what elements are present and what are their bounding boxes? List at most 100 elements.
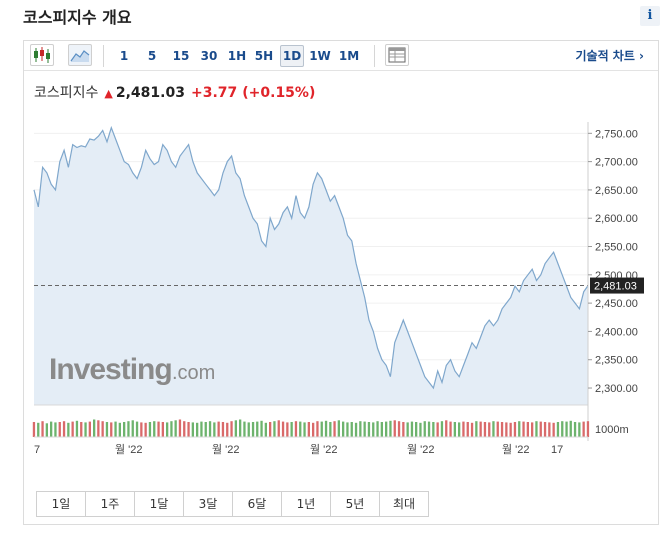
range-1y[interactable]: 1년 <box>281 491 331 517</box>
volume-bar <box>350 422 353 437</box>
volume-bar <box>153 421 156 437</box>
volume-bar <box>204 422 207 437</box>
volume-bar <box>354 422 358 437</box>
price-chart[interactable]: 2,300.002,350.002,400.002,450.002,500.00… <box>24 117 658 467</box>
table-view-icon[interactable] <box>385 44 409 66</box>
volume-bar <box>342 421 345 437</box>
volume-bar <box>101 421 104 437</box>
volume-bar <box>174 420 177 437</box>
volume-bar <box>58 422 61 437</box>
interval-1[interactable]: 1 <box>119 49 129 63</box>
volume-bar <box>578 422 581 437</box>
volume-bar <box>123 422 126 437</box>
volume-bar <box>148 422 152 437</box>
volume-bar <box>496 421 499 437</box>
current-price-label: 2,481.03 <box>594 281 637 293</box>
volume-bar <box>475 421 478 437</box>
range-5y[interactable]: 5년 <box>330 491 380 517</box>
volume-bar <box>50 421 53 437</box>
x-tick-label: 월 '22 <box>502 443 530 456</box>
interval-5h[interactable]: 5H <box>254 49 274 63</box>
volume-bar <box>41 421 44 437</box>
volume-bar <box>37 422 40 437</box>
volume-bar <box>329 422 332 437</box>
price-line <box>33 125 589 390</box>
investing-watermark: Investing <box>49 353 172 386</box>
volume-bar <box>359 421 362 437</box>
range-1w[interactable]: 1주 <box>85 491 135 517</box>
area-chart-icon[interactable] <box>68 44 92 66</box>
volume-bar <box>294 421 298 437</box>
volume-bar <box>131 420 134 437</box>
volume-bar <box>522 421 525 437</box>
volume-bar <box>256 421 259 437</box>
volume-bar <box>419 422 422 437</box>
volume-bar <box>552 422 555 437</box>
volume-bar <box>200 421 203 437</box>
interval-1d[interactable]: 1D <box>280 45 304 67</box>
volume-bar <box>75 420 79 438</box>
candlestick-chart-icon[interactable] <box>30 44 54 66</box>
technical-chart-link[interactable]: 기술적 차트 › <box>575 49 644 63</box>
volume-bar <box>221 422 225 437</box>
range-1d[interactable]: 1일 <box>36 491 86 517</box>
volume-bar <box>367 422 371 437</box>
up-arrow-icon: ▲ <box>104 87 113 100</box>
y-tick-label: 2,300.00 <box>595 383 638 395</box>
volume-bar <box>161 422 164 437</box>
y-tick-label: 2,550.00 <box>595 242 638 254</box>
volume-bar <box>372 422 375 437</box>
volume-bar <box>543 422 547 437</box>
volume-axis-label: 1000m <box>595 424 629 436</box>
quote-line: 코스피지수 ▲ 2,481.03 +3.77 (+0.15%) <box>34 83 315 103</box>
volume-bar <box>561 421 564 437</box>
interval-1h[interactable]: 1H <box>227 49 247 63</box>
volume-bar <box>565 421 568 437</box>
volume-bar <box>445 420 448 437</box>
interval-1m[interactable]: 1M <box>338 49 360 63</box>
volume-bar <box>427 421 431 437</box>
volume-bar <box>226 422 229 437</box>
volume-bar <box>178 419 182 437</box>
y-tick-label: 2,650.00 <box>595 185 638 197</box>
volume-bar <box>393 420 396 437</box>
range-3m[interactable]: 3달 <box>183 491 233 517</box>
range-1m[interactable]: 1달 <box>134 491 184 517</box>
interval-30[interactable]: 30 <box>200 49 218 63</box>
volume-bar <box>586 421 590 437</box>
x-tick-label: 17 <box>551 444 563 456</box>
y-tick-label: 2,400.00 <box>595 326 638 338</box>
volume-bar <box>281 421 285 437</box>
volume-bar <box>114 421 117 437</box>
volume-bar <box>385 421 388 437</box>
range-max[interactable]: 최대 <box>379 491 429 517</box>
volume-bar <box>54 422 57 437</box>
volume-bar <box>531 422 534 437</box>
volume-bar <box>307 422 310 437</box>
volume-bar <box>449 421 452 437</box>
volume-bar <box>110 422 113 437</box>
volume-bar <box>157 421 160 437</box>
y-tick-label: 2,450.00 <box>595 298 638 310</box>
volume-bar <box>187 422 190 437</box>
interval-15[interactable]: 15 <box>172 49 190 63</box>
range-6m[interactable]: 6달 <box>232 491 282 517</box>
volume-bar <box>548 422 551 437</box>
y-tick-label: 2,350.00 <box>595 355 638 367</box>
volume-bar <box>509 422 512 437</box>
volume-bar <box>127 421 130 437</box>
page-title: 코스피지수 개요 <box>23 8 132 27</box>
info-icon[interactable]: i <box>640 6 660 26</box>
volume-bar <box>118 422 121 437</box>
volume-bar <box>45 423 48 437</box>
volume-bar <box>539 421 542 437</box>
volume-bar <box>166 422 169 437</box>
interval-1w[interactable]: 1W <box>309 49 331 63</box>
volume-bar <box>213 422 216 437</box>
interval-5[interactable]: 5 <box>147 49 157 63</box>
x-tick-label: 7 <box>34 444 40 456</box>
volume-bar <box>363 421 366 437</box>
volume-bar <box>376 421 379 437</box>
volume-bar <box>67 422 70 437</box>
current-price-box <box>590 277 644 294</box>
